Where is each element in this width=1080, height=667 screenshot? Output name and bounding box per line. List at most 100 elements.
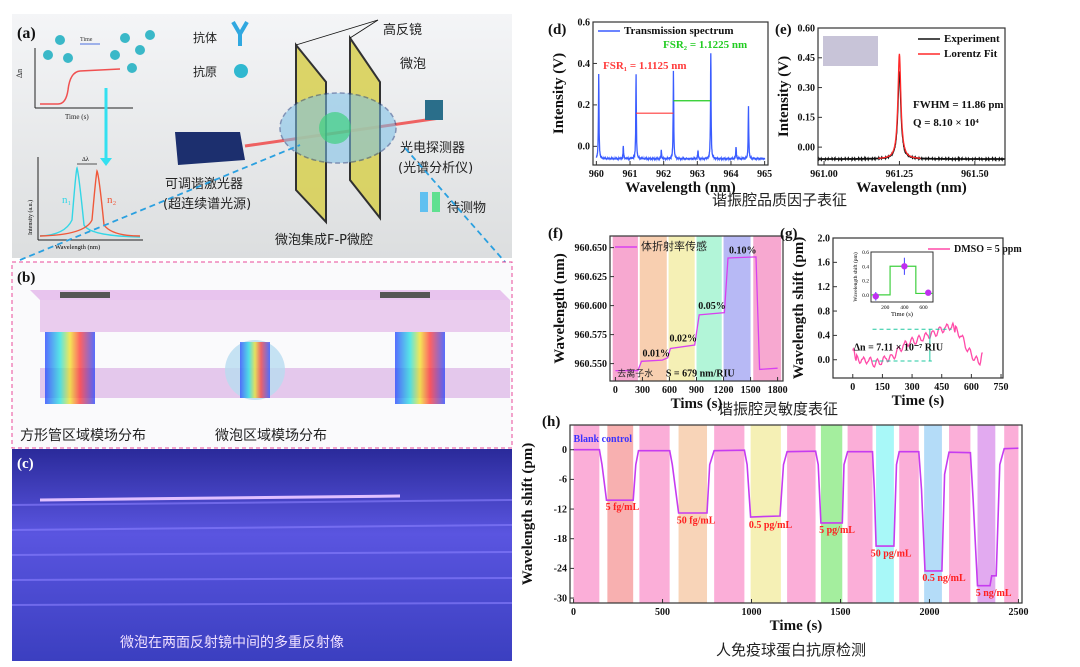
y-tick-label: 0.0: [578, 142, 591, 153]
square-tube-caption: 方形管区域模场分布: [20, 428, 146, 444]
microbubble: [319, 112, 351, 144]
background-band: [696, 236, 722, 381]
transmission-spectrum-line: [595, 53, 766, 162]
y-tick-label: 0.0: [818, 355, 831, 366]
y-axis-title: Intensity (V): [551, 53, 567, 134]
y-tick-label: 0: [562, 445, 567, 456]
bright-reflection: [39, 494, 401, 502]
microbubble-label: 微泡: [400, 57, 426, 72]
panel-a-background: [12, 14, 512, 258]
x-tick-label: 1500: [741, 385, 761, 396]
background-band: [820, 425, 843, 603]
detector-label: 光电探测器: [400, 141, 465, 156]
background-band: [876, 425, 894, 603]
y-tick-label: 960.650: [575, 243, 608, 254]
y-tick-label: 0.6: [578, 17, 591, 28]
laser-sublabel: (超连续谱光源): [163, 196, 251, 212]
y-tick-label: 960.550: [575, 359, 608, 370]
y-tick-label: 0.30: [798, 83, 816, 94]
cavity-label: 微泡集成F-P微腔: [275, 232, 373, 248]
y-tick-label: -24: [554, 564, 567, 575]
panel-label: (h): [542, 414, 560, 430]
concentration-label: 0.5 ng/mL: [922, 573, 966, 584]
panel-c: (c) 微泡在两面反射镜中间的多重反射像: [11, 449, 513, 661]
step-annotation: 0.10%: [729, 245, 757, 256]
n2-label: n₂: [107, 194, 117, 206]
x-tick-label: 750: [994, 382, 1009, 393]
delta-n-plot: Δn Time (s): [15, 48, 133, 121]
inset-x-tick-label: 600: [919, 305, 928, 311]
delta-n-axis-label: Δn: [15, 69, 24, 78]
fsr-annotation: FSR₁ = 1.1125 nm: [603, 60, 687, 72]
y-tick-label: -12: [554, 504, 567, 515]
x-tick-label: 963: [690, 169, 705, 180]
y-tick-label: 1.2: [818, 282, 831, 293]
spectrum-plot: Δλ n₁ n₂ Intensity (a.u.) Wavelength (nm…: [27, 157, 143, 251]
background-band: [639, 236, 667, 381]
x-tick-label: 961: [623, 169, 638, 180]
x-tick-label: 961.25: [886, 169, 914, 180]
delta-lambda-label: Δλ: [82, 157, 89, 163]
concentration-label: 50 pg/mL: [871, 549, 912, 560]
legend-label: 体折射率传感: [641, 239, 707, 253]
y-tick-label: -30: [554, 593, 567, 604]
plot-frame: [592, 21, 769, 166]
background-band: [750, 425, 781, 603]
antigen-icon: [234, 64, 248, 78]
panel-label: (d): [548, 22, 566, 38]
mirror-label: 高反镜: [383, 22, 422, 38]
microbubble-mode-field: [240, 342, 270, 398]
fp-cavity-illustration: 高反镜 微泡 光电探测器 (光谱分析仪) 可调谐激光器 (超连续谱光源) 待测物…: [163, 19, 486, 248]
y-tick-label: 960.600: [575, 301, 608, 312]
n1-label: n₁: [62, 194, 72, 206]
background-band: [924, 425, 942, 603]
time-axis-label: Time (s): [65, 113, 89, 121]
x-tick-label: 2500: [1008, 607, 1028, 618]
y-tick-label: 0.4: [818, 331, 831, 342]
fsr-annotation: FSR₂ = 1.1225 nm: [663, 39, 747, 51]
down-arrow-head: [100, 158, 112, 166]
x-tick-label: 1200: [714, 385, 734, 396]
x-tick-label: 500: [655, 607, 670, 618]
background-band: [714, 425, 745, 603]
chart-d: Transmission spectrum FSR₁ = 1.1125 nm FSR…: [548, 17, 772, 196]
panel-label: (g): [780, 226, 798, 242]
inset-y-tick-label: 0.6: [862, 250, 869, 256]
inset-point: [925, 289, 932, 296]
analyte-label: 待测物: [447, 201, 486, 216]
inset-y-title: Wavelength shift (pm): [852, 252, 859, 302]
background-band: [639, 425, 670, 603]
wavelength-shift-line: [573, 447, 1019, 587]
panel-b: (b) 方形管区域模场分布 微泡区域模场分布: [11, 261, 513, 449]
y-tick-label: 0.4: [578, 59, 591, 70]
reflection-lines: [11, 499, 513, 606]
x-tick-label: 150: [875, 382, 890, 393]
x-axis-title: Wavelength (nm): [625, 180, 735, 196]
y-tick-label: 0.8: [818, 306, 831, 317]
caption-sensitivity: 谐振腔灵敏度表征: [718, 400, 838, 418]
step-annotation: 0.02%: [669, 334, 697, 345]
laser-label: 可调谐激光器: [165, 177, 243, 192]
laser-box: [175, 132, 245, 165]
background-band: [949, 425, 971, 603]
x-tick-label: 1800: [768, 385, 788, 396]
x-tick-label: 600: [964, 382, 979, 393]
step-annotation: 0.05%: [698, 301, 726, 312]
n2-curve: [39, 168, 141, 237]
mirror-block-left: [60, 292, 110, 298]
x-axis-title: Time (s): [892, 393, 945, 409]
y-tick-label: 0.2: [578, 100, 591, 111]
background-band: [787, 425, 816, 603]
n1-curve: [39, 166, 141, 238]
q-annotation: Q = 8.10 × 10⁴: [913, 117, 979, 129]
y-tick-label: -18: [554, 534, 567, 545]
antibody-label: 抗体: [193, 30, 217, 45]
sample-tube-1: [420, 192, 428, 212]
legend-label: Experiment: [944, 33, 1000, 45]
y-tick-label: -6: [559, 475, 567, 486]
y-tick-label: 0.00: [798, 142, 816, 153]
inset-x-title: Time (s): [891, 311, 913, 318]
x-tick-label: 960: [589, 169, 604, 180]
x-tick-label: 965: [757, 169, 772, 180]
y-axis-title: Wavelength shift (pm): [520, 443, 536, 586]
